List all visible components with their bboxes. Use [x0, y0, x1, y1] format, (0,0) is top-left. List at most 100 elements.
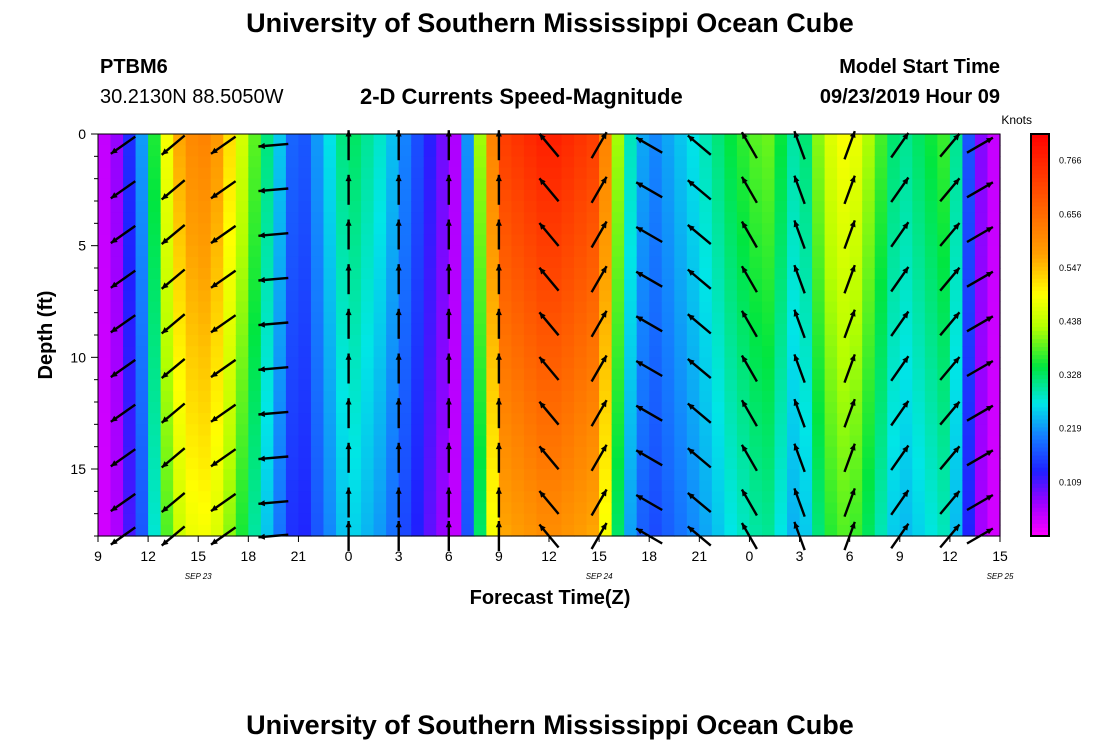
heatmap-cell	[724, 223, 738, 236]
heatmap-cell	[123, 368, 137, 381]
heatmap-cell	[210, 167, 224, 180]
heatmap-cell	[736, 212, 751, 224]
heatmap-cell	[273, 201, 287, 213]
heatmap-cell	[336, 368, 350, 381]
heatmap-cell	[761, 312, 776, 325]
heatmap-cell	[173, 201, 187, 213]
heatmap-cell	[674, 413, 688, 425]
heatmap-cell	[448, 279, 462, 291]
heatmap-cell	[874, 379, 888, 392]
heatmap-cell	[398, 223, 412, 236]
heatmap-cell	[210, 446, 224, 459]
heatmap-cell	[173, 335, 187, 347]
heatmap-cell	[549, 156, 563, 169]
current-arrow	[939, 311, 961, 337]
heatmap-cell	[736, 279, 751, 291]
heatmap-cell	[486, 145, 500, 157]
heatmap-cell	[862, 457, 876, 470]
heatmap-cell	[824, 424, 838, 437]
heatmap-cell	[148, 223, 162, 236]
heatmap-cell	[135, 435, 149, 448]
heatmap-cell	[361, 357, 375, 370]
heatmap-cell	[123, 201, 137, 213]
heatmap-cell	[574, 145, 588, 157]
current-arrow	[740, 354, 758, 383]
current-arrow	[210, 135, 237, 155]
heatmap-cell	[636, 335, 650, 347]
heatmap-cell	[310, 134, 325, 146]
current-arrow	[966, 404, 994, 422]
heatmap-cell	[123, 323, 137, 336]
heatmap-cell	[260, 424, 274, 437]
current-arrow	[258, 500, 289, 507]
heatmap-cell	[448, 346, 462, 358]
heatmap-cell	[636, 256, 650, 269]
heatmap-cell	[912, 413, 926, 425]
heatmap-cell	[223, 245, 237, 258]
heatmap-cell	[862, 346, 876, 358]
heatmap-cell	[949, 390, 964, 403]
heatmap-cell	[411, 256, 425, 269]
heatmap-cell	[649, 524, 663, 537]
heatmap-cell	[511, 480, 525, 492]
heatmap-cell	[98, 413, 112, 425]
heatmap-cell	[812, 323, 826, 336]
heatmap-cell	[260, 346, 274, 358]
heatmap-cell	[874, 256, 888, 269]
heatmap-cell	[235, 312, 249, 325]
heatmap-cell	[774, 457, 788, 470]
heatmap-cell	[599, 223, 613, 236]
heatmap-cell	[310, 390, 325, 403]
heatmap-cell	[98, 301, 112, 314]
heatmap-cell	[285, 469, 300, 481]
heatmap-cell	[260, 245, 274, 258]
heatmap-cell	[486, 301, 500, 314]
colorbar-unit-label: Knots	[1001, 113, 1032, 127]
heatmap-cell	[173, 469, 187, 481]
heatmap-cell	[987, 480, 1001, 492]
heatmap-cell	[649, 513, 663, 526]
heatmap-cell	[511, 201, 525, 213]
heatmap-cell	[398, 424, 412, 437]
heatmap-cell	[987, 279, 1001, 291]
heatmap-cell	[235, 435, 249, 448]
heatmap-cell	[436, 368, 450, 381]
heatmap-cell	[736, 290, 751, 303]
current-arrow	[110, 358, 136, 379]
heatmap-cell	[862, 424, 876, 437]
colorbar-segment	[1031, 347, 1049, 352]
heatmap-cell	[761, 212, 776, 224]
heatmap-cell	[235, 513, 249, 526]
heatmap-cell	[724, 435, 738, 448]
heatmap-cell	[473, 323, 487, 336]
heatmap-cell	[98, 201, 112, 213]
heatmap-cell	[549, 469, 563, 481]
heatmap-cell	[436, 256, 450, 269]
heatmap-cell	[887, 413, 901, 425]
heatmap-cell	[223, 290, 237, 303]
heatmap-cell	[436, 312, 450, 325]
heatmap-cell	[336, 469, 350, 481]
heatmap-cell	[561, 290, 575, 303]
heatmap-cell	[523, 357, 538, 370]
colorbar-segment	[1031, 290, 1049, 296]
heatmap-cell	[123, 424, 137, 437]
heatmap-cell	[611, 167, 625, 180]
heatmap-cell	[273, 312, 287, 325]
heatmap-cell	[423, 323, 437, 336]
heatmap-cell	[949, 167, 964, 180]
heatmap-cell	[461, 457, 475, 470]
heatmap-cell	[398, 212, 412, 224]
colorbar-segment	[1031, 314, 1049, 320]
heatmap-cell	[461, 480, 475, 492]
current-arrow	[793, 353, 806, 384]
heatmap-cell	[310, 201, 325, 213]
heatmap-cell	[273, 402, 287, 414]
current-arrow	[843, 398, 856, 428]
heatmap-cell	[260, 469, 274, 481]
heatmap-cell	[461, 424, 475, 437]
heatmap-cell	[361, 424, 375, 437]
heatmap-cell	[937, 167, 951, 180]
heatmap-cell	[561, 134, 575, 146]
colorbar-segment	[1031, 318, 1049, 324]
